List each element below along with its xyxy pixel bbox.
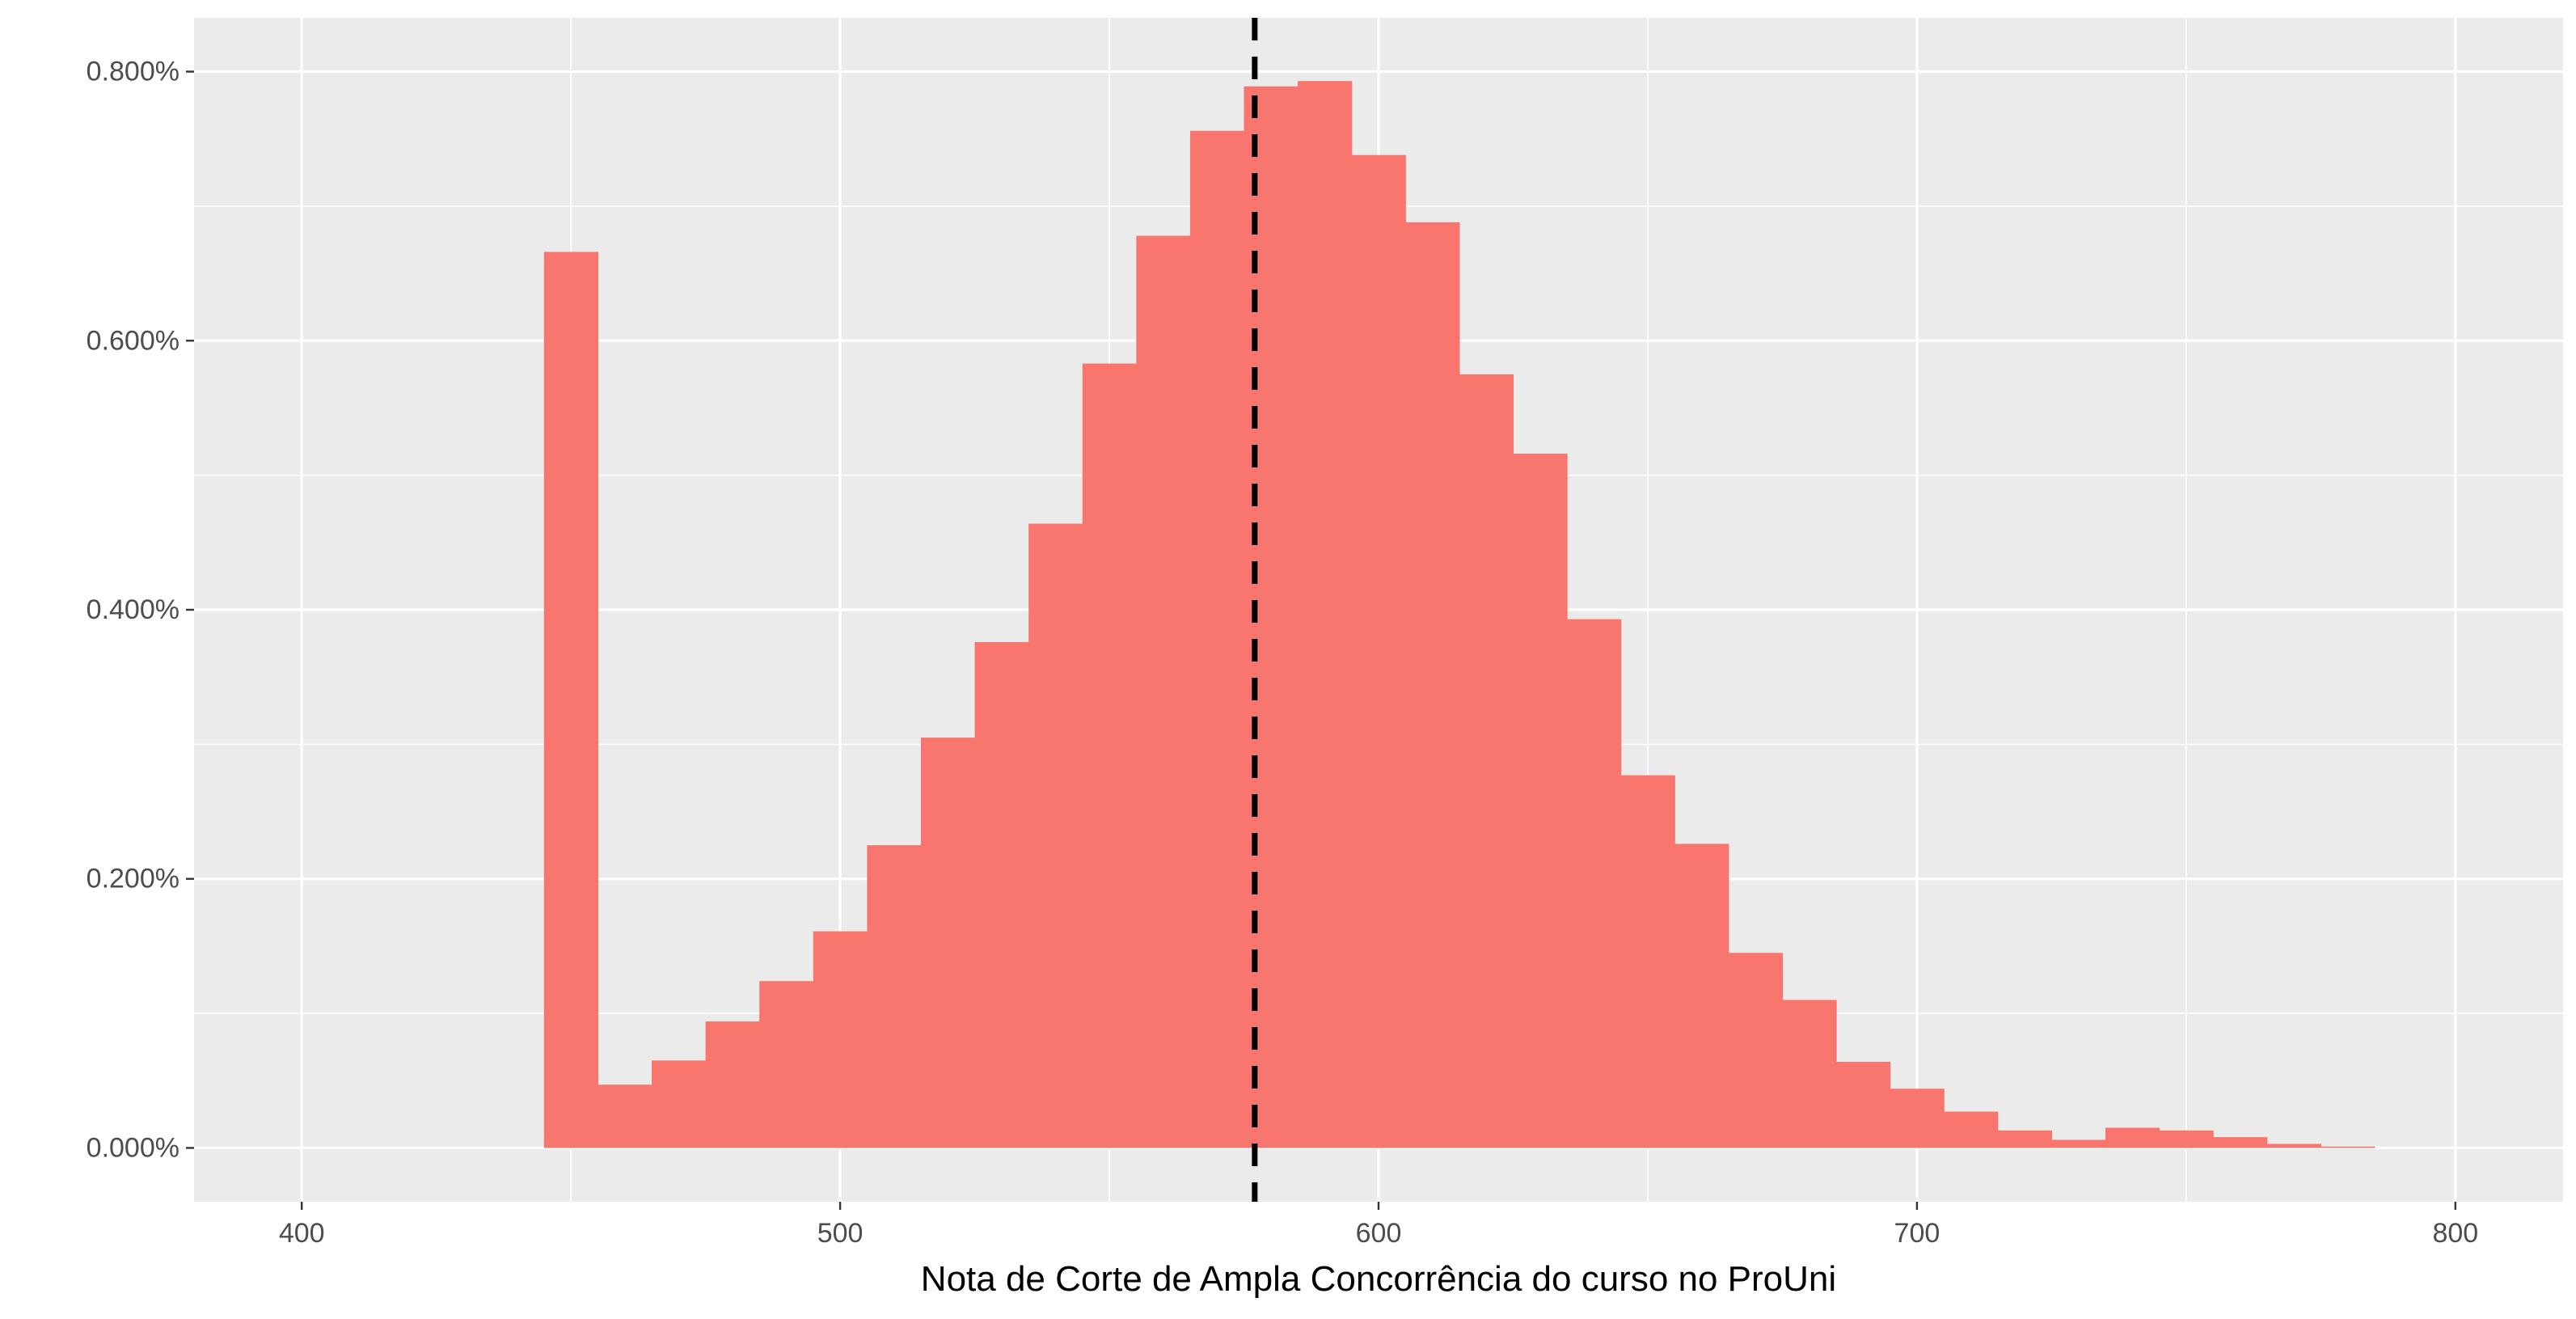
histogram-bar bbox=[2105, 1127, 2160, 1148]
histogram-bar bbox=[1890, 1089, 1945, 1148]
histogram-bar bbox=[1405, 222, 1460, 1148]
y-axis: 0.000% 0.200% 0.400% 0.600% 0.800% bbox=[87, 57, 194, 1163]
histogram-bar bbox=[2051, 1139, 2106, 1148]
histogram-bar bbox=[1620, 775, 1675, 1148]
histogram-bar bbox=[1136, 235, 1191, 1148]
y-tick-label: 0.600% bbox=[87, 325, 179, 356]
x-tick-label: 600 bbox=[1356, 1218, 1402, 1249]
histogram-bar bbox=[1351, 154, 1406, 1148]
histogram-bar bbox=[1513, 454, 1568, 1148]
histogram-bar bbox=[2159, 1130, 2214, 1148]
histogram-bar bbox=[867, 845, 922, 1148]
histogram-bar bbox=[1459, 374, 1514, 1148]
histogram-bar bbox=[1997, 1130, 2052, 1148]
histogram-bar bbox=[1782, 1000, 1837, 1148]
x-tick-label: 700 bbox=[1894, 1218, 1940, 1249]
histogram-bar bbox=[1082, 363, 1137, 1148]
x-axis-title: Nota de Corte de Ampla Concorrência do c… bbox=[921, 1259, 1836, 1299]
histogram-bar bbox=[1189, 130, 1245, 1148]
histogram-bar bbox=[1028, 523, 1083, 1148]
x-tick-label: 400 bbox=[279, 1218, 325, 1249]
y-tick-label: 0.400% bbox=[87, 594, 179, 625]
histogram-bar bbox=[1728, 953, 1784, 1148]
histogram-bar bbox=[1674, 843, 1729, 1148]
histogram-bar bbox=[759, 981, 814, 1148]
histogram-bar bbox=[974, 641, 1029, 1148]
y-tick-label: 0.800% bbox=[87, 57, 179, 87]
histogram-bar bbox=[1836, 1061, 1891, 1148]
histogram-bar bbox=[2213, 1137, 2268, 1148]
histogram-bar bbox=[813, 931, 868, 1148]
histogram-bar bbox=[543, 252, 599, 1148]
histogram-bar bbox=[1298, 81, 1353, 1148]
histogram-bar bbox=[1944, 1111, 1999, 1148]
histogram-bar bbox=[2266, 1144, 2321, 1148]
y-tick-label: 0.200% bbox=[87, 864, 179, 894]
x-tick-label: 500 bbox=[817, 1218, 864, 1249]
x-axis: 400 500 600 700 800 bbox=[279, 1202, 2478, 1249]
histogram-bar bbox=[2321, 1146, 2375, 1148]
histogram-bar bbox=[920, 738, 976, 1148]
histogram-bar bbox=[598, 1084, 652, 1148]
y-tick-label: 0.000% bbox=[87, 1132, 179, 1163]
histogram-bar bbox=[652, 1060, 707, 1148]
x-tick-label: 800 bbox=[2432, 1218, 2478, 1249]
histogram-bar bbox=[705, 1021, 760, 1148]
histogram-bar bbox=[1567, 619, 1622, 1148]
